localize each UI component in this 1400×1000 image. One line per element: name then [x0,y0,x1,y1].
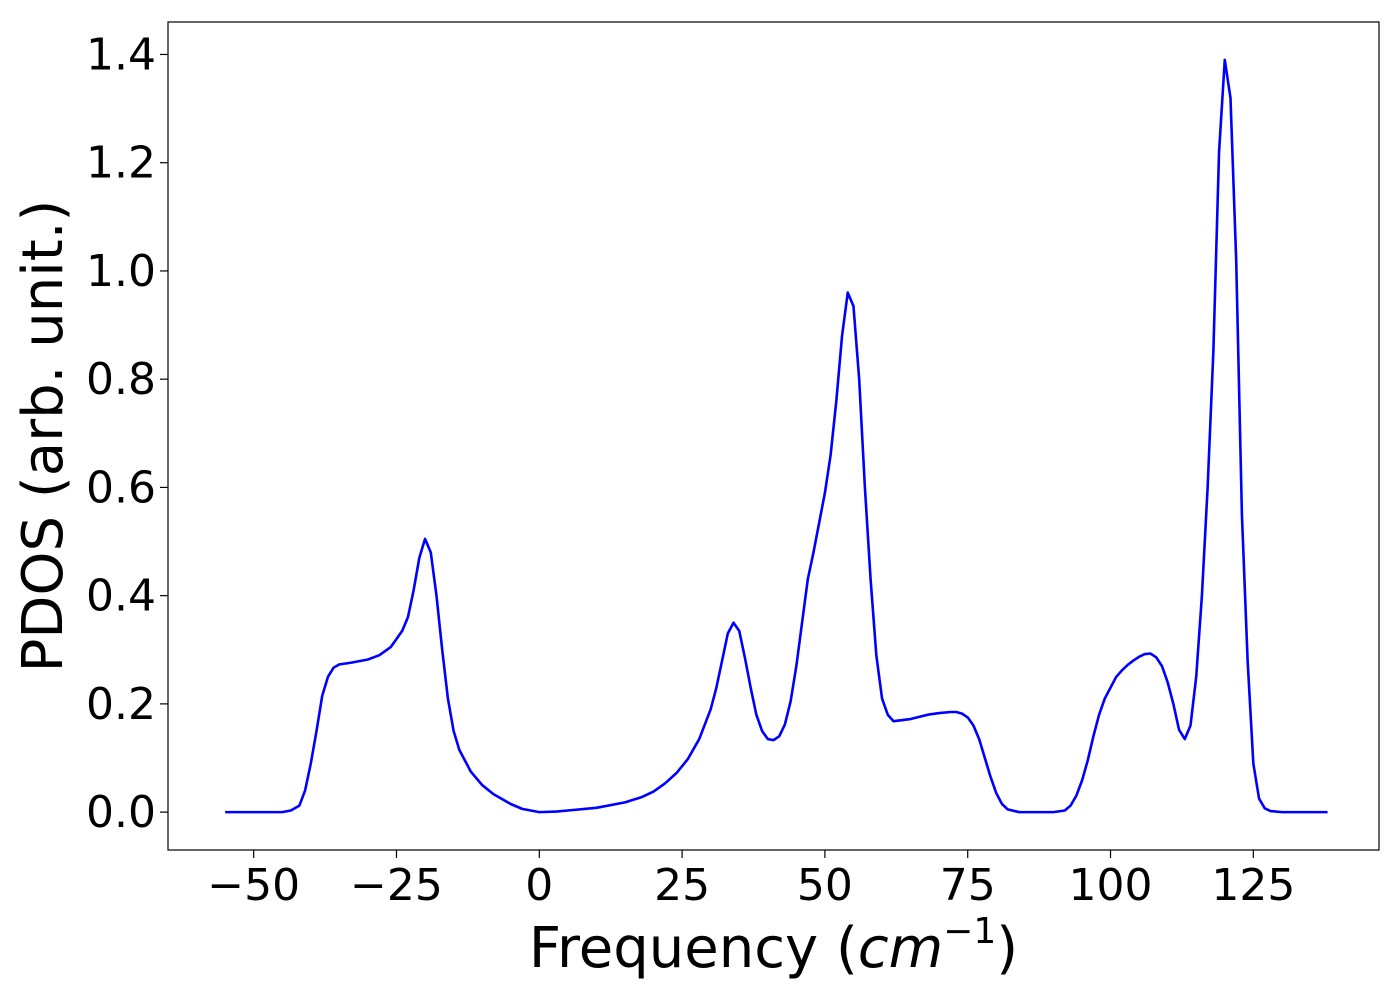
x-ticks-group: −50 −25 0 25 50 75 100 125 [207,850,1295,911]
x-tick-label: 25 [654,860,710,911]
y-axis-label: PDOS (arb. unit.) [11,200,76,673]
x-tick-label: 0 [525,860,553,911]
pdos-series-line-0 [225,58,1328,814]
y-tick-label: 0.8 [86,354,156,405]
y-tick-label: 0.4 [86,571,156,622]
y-tick-label: 1.4 [86,29,156,80]
x-axis-label-prefix: Frequency ( [529,916,858,981]
x-tick-label: −50 [207,860,300,911]
x-axis-label-unit: cm [858,916,943,981]
y-tick-label: 0.0 [86,787,156,838]
x-axis-label-exponent: −1 [943,911,996,952]
x-tick-label: 50 [797,860,853,911]
plot-lines-group [225,58,1328,814]
y-tick-label: 1.0 [86,246,156,297]
x-tick-label: 125 [1211,860,1295,911]
y-tick-label: 0.2 [86,679,156,730]
x-axis-label-suffix: ) [996,916,1018,981]
x-tick-label: 100 [1069,860,1153,911]
x-tick-label: 75 [940,860,996,911]
y-tick-label: 0.6 [86,462,156,513]
plot-frame [167,21,1380,851]
x-axis-label: Frequency (cm−1) [529,911,1018,981]
y-ticks-group: 0.0 0.2 0.4 0.6 0.8 1.0 1.2 1.4 [86,29,168,838]
x-tick-label: −25 [350,860,443,911]
y-tick-label: 1.2 [86,138,156,189]
